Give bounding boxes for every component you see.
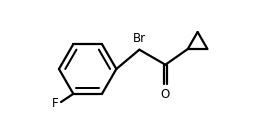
Text: F: F xyxy=(52,97,59,110)
Text: O: O xyxy=(161,88,170,101)
Text: Br: Br xyxy=(133,32,146,45)
